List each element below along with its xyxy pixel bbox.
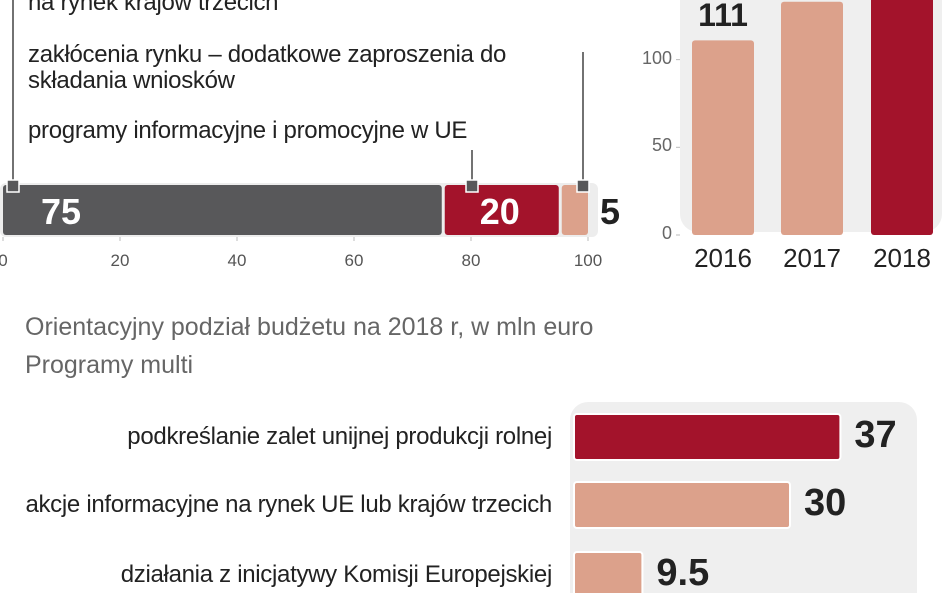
x-tick-label: 100 xyxy=(573,251,603,270)
series-label: zakłócenia rynku – dodatkowe zaproszenia… xyxy=(28,41,507,95)
x-tick-label: 0 xyxy=(0,251,8,270)
x-tick-label: 2016 xyxy=(694,243,752,273)
value-label: 30 xyxy=(804,482,847,524)
bar-segment xyxy=(444,185,559,235)
x-tick-label: 2018 xyxy=(873,243,931,273)
bar-segment xyxy=(3,185,442,235)
x-tick-label: 60 xyxy=(344,251,364,270)
leader-marker xyxy=(465,179,479,193)
series-label: na rynek krajów trzecich xyxy=(28,0,279,16)
value-label: 20 xyxy=(479,191,520,232)
bar xyxy=(781,1,843,235)
chart-subtitle: Programy multi xyxy=(25,351,194,379)
x-tick-label: 80 xyxy=(461,251,481,270)
leader-marker xyxy=(6,179,20,193)
leader-marker xyxy=(576,179,590,193)
category-label: działania z inicjatywy Komisji Europejsk… xyxy=(120,560,553,588)
x-tick-label: 20 xyxy=(110,251,130,270)
y-tick-label: 100 xyxy=(641,47,672,68)
value-label: 37 xyxy=(854,414,897,456)
bar xyxy=(573,551,644,593)
x-tick-label: 40 xyxy=(227,251,247,270)
category-label: podkreślanie zalet unijnej produkcji rol… xyxy=(127,422,552,450)
series-label: programy informacyjne i promocyjne w UE xyxy=(28,117,468,144)
y-tick-label: 50 xyxy=(651,135,672,156)
y-tick-label: 0 xyxy=(661,223,672,243)
bar xyxy=(573,413,842,461)
x-tick-label: 2017 xyxy=(783,243,841,273)
bar xyxy=(871,0,933,235)
value-label: 9.5 xyxy=(656,552,710,594)
category-label: akcje informacyjne na rynek UE lub krajó… xyxy=(25,490,552,518)
bar xyxy=(573,481,791,529)
bar xyxy=(692,40,754,236)
chart-title: Orientacyjny podział budżetu na 2018 r, … xyxy=(25,313,594,341)
bar-segment xyxy=(561,185,588,235)
value-label: 111 xyxy=(698,0,748,34)
value-label: 5 xyxy=(600,191,621,232)
value-label: 75 xyxy=(41,191,82,232)
